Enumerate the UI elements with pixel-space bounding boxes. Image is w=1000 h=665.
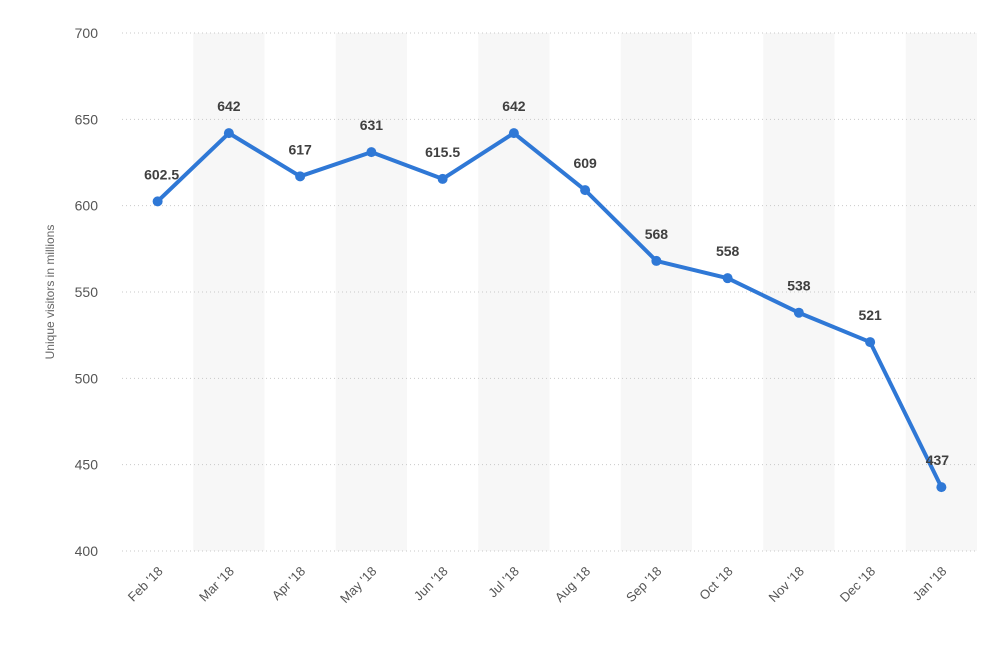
data-point (295, 171, 306, 182)
data-label: 602.5 (144, 166, 179, 182)
data-label: 617 (288, 141, 312, 157)
x-tick-label: May '18 (337, 564, 380, 607)
x-tick-label: Jan '18 (910, 564, 950, 604)
data-point (580, 185, 591, 196)
y-tick-label: 600 (75, 198, 99, 214)
data-point (865, 337, 876, 348)
x-tick-label: Feb '18 (125, 564, 166, 605)
y-tick-label: 500 (75, 370, 99, 386)
data-point (366, 147, 377, 158)
y-axis-label: Unique visitors in millions (43, 225, 57, 360)
gridlines (122, 32, 977, 552)
data-point (793, 307, 804, 318)
y-tick-label: 450 (75, 457, 99, 473)
y-tick-label: 700 (75, 25, 99, 41)
x-tick-label: Oct '18 (696, 564, 735, 603)
data-label: 568 (645, 226, 669, 242)
y-tick-label: 550 (75, 284, 99, 300)
x-tick-label: Mar '18 (196, 564, 237, 605)
data-point (223, 128, 234, 139)
data-label: 538 (787, 278, 811, 294)
y-tick-label: 400 (75, 543, 99, 559)
x-tick-label: Sep '18 (623, 564, 664, 605)
x-tick-label: Jul '18 (485, 564, 522, 601)
data-label: 642 (502, 98, 526, 114)
background-band (620, 33, 692, 551)
data-label: 558 (716, 243, 740, 259)
data-point (152, 196, 163, 207)
data-label: 609 (573, 155, 597, 171)
background-band (193, 33, 265, 551)
series-line (155, 131, 944, 490)
data-label: 615.5 (425, 144, 460, 160)
data-points (152, 128, 947, 493)
data-label: 521 (858, 307, 882, 323)
data-point (437, 173, 448, 184)
y-axis-ticks: 400 450 500 550 600 650 700 (75, 25, 99, 559)
x-tick-label: Dec '18 (837, 564, 878, 605)
data-point (651, 255, 662, 266)
data-label: 437 (926, 452, 950, 468)
background-band (335, 33, 407, 551)
data-point (936, 482, 947, 493)
y-tick-label: 650 (75, 111, 99, 127)
x-tick-label: Jun '18 (411, 564, 451, 604)
x-tick-label: Nov '18 (766, 564, 807, 605)
data-labels: 602.5 642 617 631 615.5 642 609 568 558 538 521 437 (144, 98, 949, 468)
x-tick-label: Aug '18 (552, 564, 593, 605)
background-band (905, 33, 977, 551)
data-label: 631 (360, 117, 384, 133)
x-axis-ticks: Feb '18 Mar '18 Apr '18 May '18 Jun '18 Jul '… (125, 564, 950, 607)
data-point (722, 273, 733, 284)
data-label: 642 (217, 98, 241, 114)
data-point (508, 128, 519, 139)
x-tick-label: Apr '18 (269, 564, 308, 603)
